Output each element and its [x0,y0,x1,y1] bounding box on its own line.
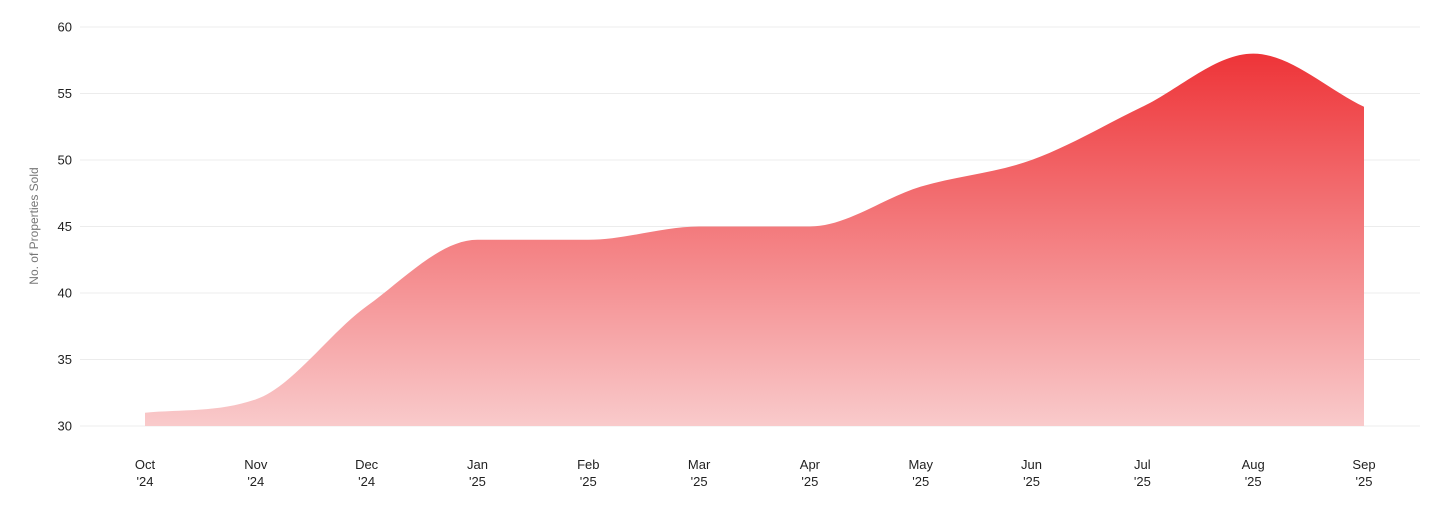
x-tick-month-label: Nov [244,457,268,472]
x-tick-year-label: '25 [580,474,597,489]
x-tick-month-label: Mar [688,457,711,472]
x-tick-month-label: Dec [355,457,379,472]
x-tick-month-label: Apr [800,457,821,472]
x-tick-month-label: Aug [1242,457,1265,472]
x-tick-month-label: Feb [577,457,599,472]
y-tick-label: 40 [58,286,72,301]
x-tick-month-label: Jun [1021,457,1042,472]
x-tick-year-label: '25 [1245,474,1262,489]
x-tick-year-label: '25 [912,474,929,489]
x-tick-year-label: '25 [1356,474,1373,489]
x-tick-year-label: '24 [247,474,264,489]
y-axis-label: No. of Properties Sold [27,167,41,284]
y-tick-label: 30 [58,419,72,434]
x-tick-year-label: '24 [137,474,154,489]
y-tick-label: 55 [58,86,72,101]
x-tick-month-label: Oct [135,457,156,472]
x-tick-year-label: '25 [801,474,818,489]
y-tick-label: 35 [58,352,72,367]
y-tick-label: 45 [58,219,72,234]
x-tick-month-label: May [908,457,933,472]
x-tick-year-label: '25 [1023,474,1040,489]
x-axis-ticks: Oct '24 Nov '24 Dec '24 Jan '25 Feb '25 Mar '25 Apr '… [135,457,1376,489]
x-tick-month-label: Sep [1352,457,1375,472]
series-area [145,53,1364,426]
x-tick-month-label: Jan [467,457,488,472]
x-tick-year-label: '25 [469,474,486,489]
y-tick-label: 60 [58,20,72,35]
y-axis-ticks: 30 35 40 45 50 55 60 [58,20,72,434]
y-tick-label: 50 [58,153,72,168]
x-tick-year-label: '25 [1134,474,1151,489]
series-area-fill [145,53,1364,426]
x-tick-month-label: Jul [1134,457,1151,472]
x-tick-year-label: '25 [691,474,708,489]
x-tick-year-label: '24 [358,474,375,489]
